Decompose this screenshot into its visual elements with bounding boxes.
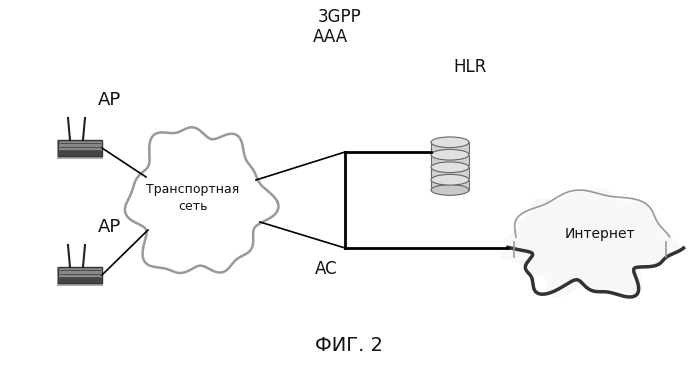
Text: AP: AP — [98, 91, 121, 109]
Bar — [431, 155, 469, 165]
Ellipse shape — [431, 137, 469, 147]
Ellipse shape — [431, 162, 469, 173]
Bar — [431, 142, 469, 152]
Text: Интернет: Интернет — [565, 227, 635, 241]
Bar — [58, 151, 102, 156]
FancyBboxPatch shape — [58, 140, 102, 156]
Text: AC: AC — [315, 260, 338, 278]
Text: HLR: HLR — [454, 58, 487, 76]
FancyBboxPatch shape — [58, 267, 102, 283]
FancyBboxPatch shape — [57, 267, 103, 286]
Bar — [58, 278, 102, 283]
Bar — [431, 180, 469, 190]
Ellipse shape — [431, 149, 469, 160]
Ellipse shape — [431, 185, 469, 195]
Text: Транспортная
сеть: Транспортная сеть — [146, 183, 240, 213]
Text: AAA: AAA — [312, 28, 347, 46]
Text: AP: AP — [98, 218, 121, 236]
Bar — [431, 167, 469, 178]
FancyBboxPatch shape — [57, 140, 103, 159]
Text: 3GPP: 3GPP — [318, 8, 362, 26]
Polygon shape — [501, 189, 679, 297]
Text: ФИГ. 2: ФИГ. 2 — [315, 336, 383, 355]
Polygon shape — [125, 127, 278, 273]
Ellipse shape — [431, 174, 469, 185]
